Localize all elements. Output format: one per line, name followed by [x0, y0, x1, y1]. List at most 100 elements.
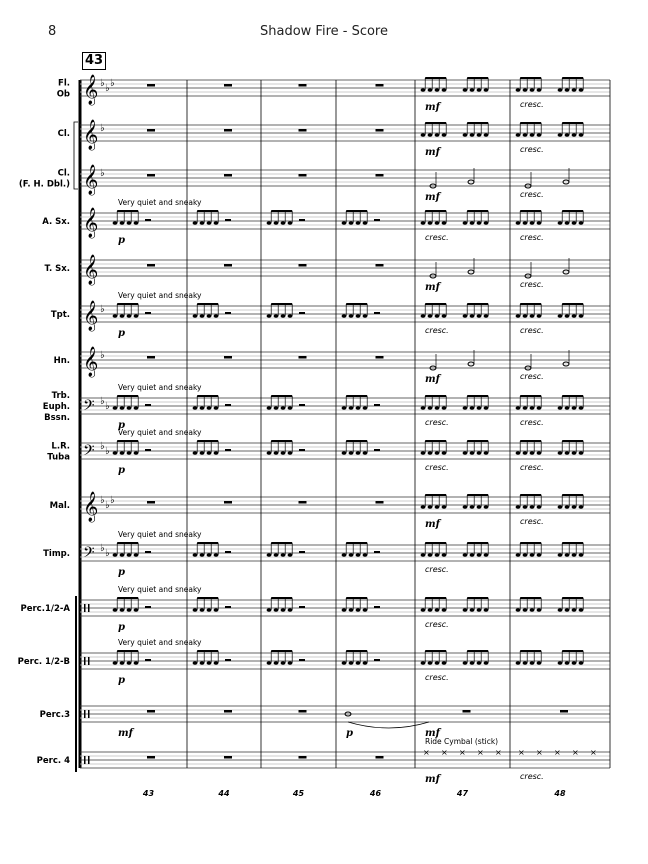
instrument-label: Euph. — [43, 402, 70, 412]
note-head — [536, 553, 542, 557]
note-head — [462, 88, 468, 92]
cresc-marking: cresc. — [425, 463, 449, 472]
note-head — [280, 406, 286, 410]
whole-rest-icon — [375, 129, 384, 132]
half-rest-icon — [145, 404, 151, 406]
half-rest-icon — [299, 551, 305, 553]
flat-icon: ♭ — [110, 78, 115, 89]
instrument-label: Bssn. — [44, 413, 70, 423]
note-head — [476, 133, 482, 137]
note-head — [515, 505, 521, 509]
bass-clef-icon: 𝄢 — [83, 397, 95, 418]
note-head — [199, 314, 205, 318]
staff-clfh: Cl.(F. H. Dbl.) 𝄞 ♭ — [19, 164, 610, 196]
staff-hn: Hn. 𝄞 ♭ — [54, 346, 610, 378]
whole-rest-icon — [147, 710, 155, 713]
whole-rest-icon — [224, 356, 232, 359]
note-head — [434, 553, 440, 557]
expression-text: Very quiet and sneaky — [118, 585, 202, 594]
measure-number: 46 — [369, 789, 382, 798]
note-head — [206, 221, 212, 225]
note-head — [578, 88, 584, 92]
dynamic-marking: p — [118, 567, 125, 578]
note-head — [206, 451, 212, 455]
cross-note-icon: × — [423, 748, 430, 757]
note-head — [126, 406, 132, 410]
note-head — [341, 451, 347, 455]
note-head — [192, 661, 198, 665]
half-rest-icon — [299, 659, 305, 661]
note-head — [434, 661, 440, 665]
note-head — [462, 133, 468, 137]
note-head — [112, 661, 118, 665]
half-rest-icon — [374, 551, 380, 553]
flat-icon: ♭ — [105, 446, 110, 457]
note-head — [119, 608, 125, 612]
note-head — [420, 553, 426, 557]
note-head — [476, 661, 482, 665]
note-head — [434, 505, 440, 509]
note-head — [522, 406, 528, 410]
note-head — [362, 314, 368, 318]
instrument-label: Mal. — [50, 501, 70, 511]
page-title: Shadow Fire - Score — [260, 24, 388, 39]
note-head — [483, 661, 489, 665]
dynamic-marking: p — [346, 728, 353, 739]
treble-clef-icon: 𝄞 — [83, 74, 98, 106]
note-head — [192, 406, 198, 410]
note-head — [119, 661, 125, 665]
note-head — [476, 406, 482, 410]
note-head — [557, 553, 563, 557]
note-head — [427, 661, 433, 665]
note-head — [133, 608, 139, 612]
note-head — [133, 661, 139, 665]
dynamic-marking: mf — [425, 774, 442, 785]
note-head — [441, 608, 447, 612]
note-head — [362, 608, 368, 612]
treble-clef-icon: 𝄞 — [83, 491, 98, 523]
cresc-marking: cresc. — [425, 565, 449, 574]
cresc-marking: cresc. — [520, 772, 544, 781]
cross-note-icon: × — [554, 748, 561, 757]
note-head — [355, 553, 361, 557]
note-head — [420, 661, 426, 665]
half-rest-icon — [145, 551, 151, 553]
note-head — [133, 221, 139, 225]
whole-rest-icon — [224, 501, 232, 504]
dynamic-marking: mf — [425, 192, 442, 203]
staff-tpt: Tpt. 𝄞 ♭ — [51, 300, 610, 332]
note-head — [483, 88, 489, 92]
note-head — [434, 451, 440, 455]
note-head — [578, 451, 584, 455]
cresc-marking: cresc. — [520, 463, 544, 472]
note-head — [199, 661, 205, 665]
note-head — [199, 406, 205, 410]
note-head — [571, 505, 577, 509]
note-head — [341, 314, 347, 318]
note-head — [462, 505, 468, 509]
note-head — [483, 451, 489, 455]
flat-icon: ♭ — [110, 495, 115, 506]
note-head — [476, 505, 482, 509]
measure-number: 43 — [142, 789, 155, 798]
instrument-label: Perc. 1/2-B — [18, 657, 70, 667]
note-head — [469, 314, 475, 318]
flat-icon: ♭ — [105, 401, 110, 412]
note-head — [213, 608, 219, 612]
note-head — [441, 314, 447, 318]
note-head — [462, 314, 468, 318]
note-head — [112, 553, 118, 557]
note-head — [280, 221, 286, 225]
note-head — [469, 661, 475, 665]
note-head — [287, 661, 293, 665]
treble-clef-icon: 𝄞 — [83, 254, 98, 286]
note-head — [427, 221, 433, 225]
note-head — [266, 314, 272, 318]
whole-rest-icon — [298, 710, 307, 713]
note-head — [557, 221, 563, 225]
note-head — [126, 451, 132, 455]
whole-rest-icon — [147, 264, 155, 267]
cross-note-icon: × — [536, 748, 543, 757]
staff-perc3: Perc.3 — [40, 705, 610, 729]
whole-rest-icon — [224, 264, 232, 267]
